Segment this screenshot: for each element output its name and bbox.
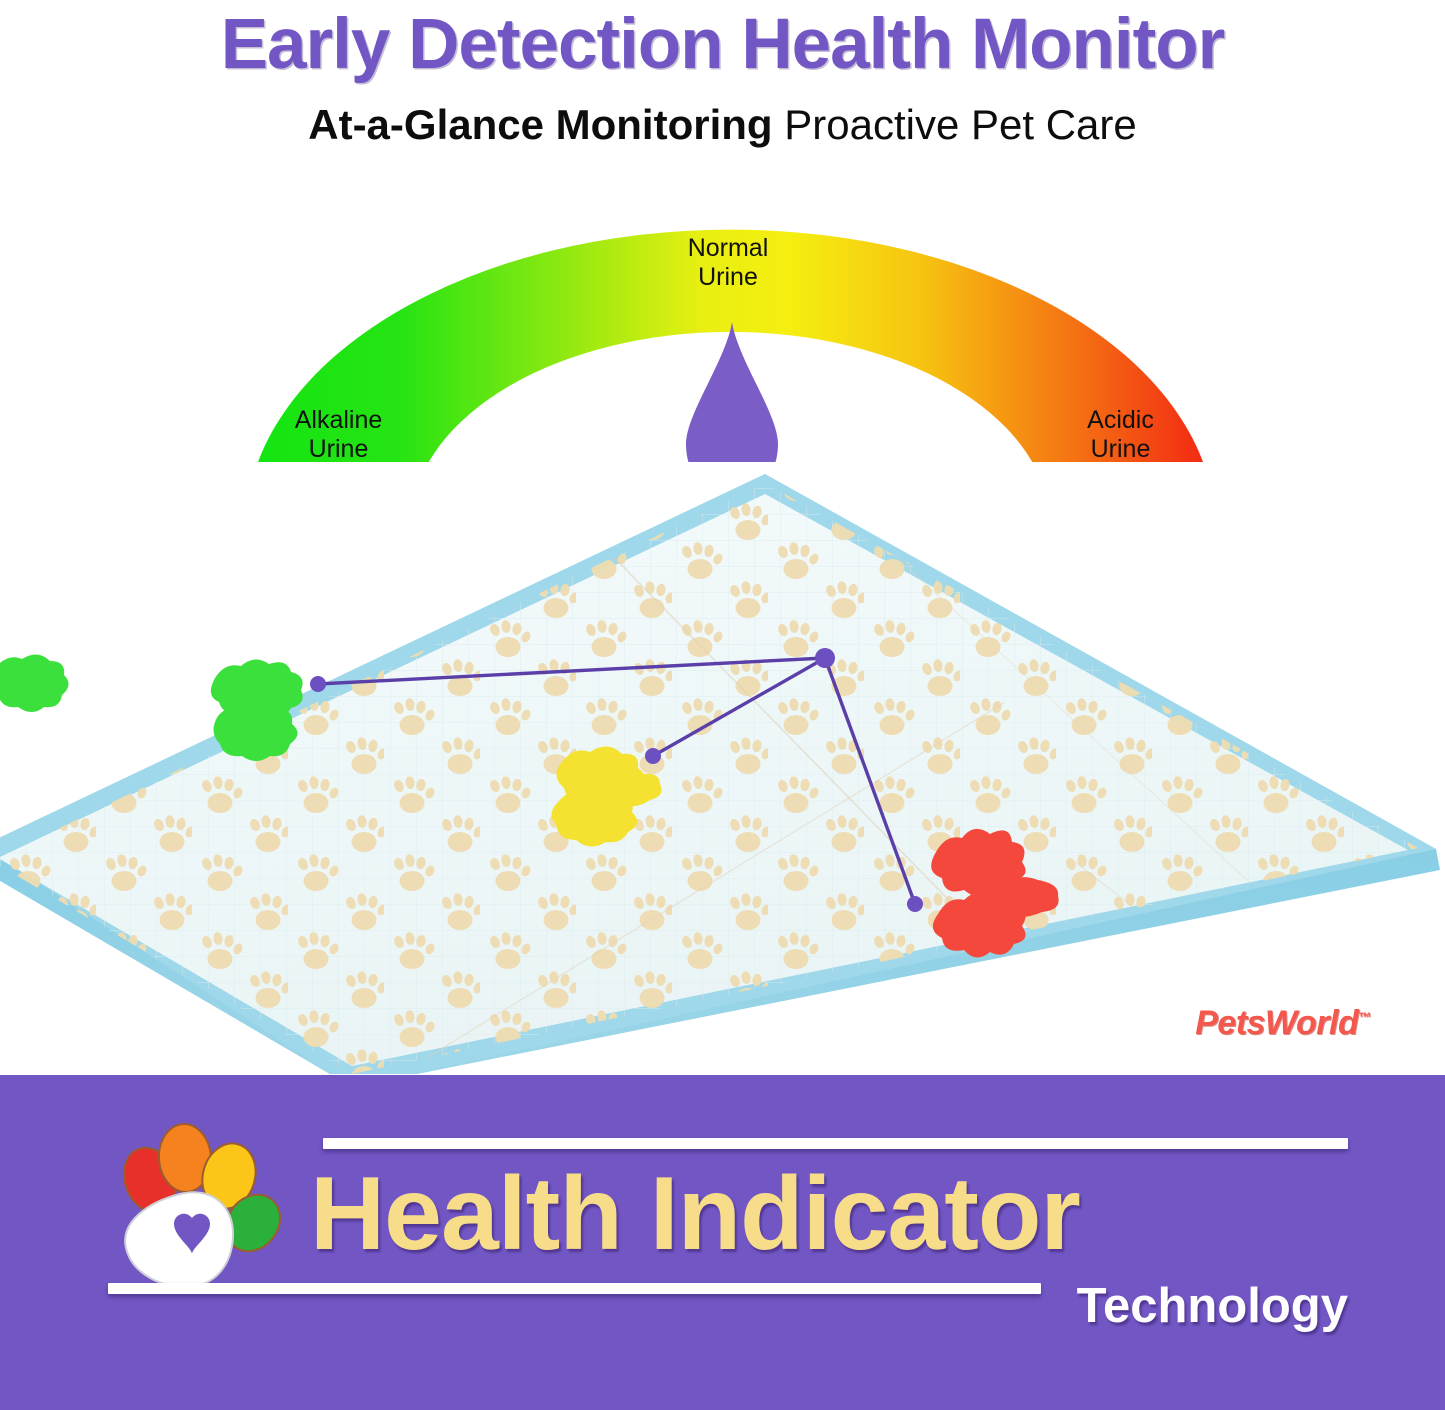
- indicator-splotch-acidic: [931, 828, 1059, 958]
- connector-dot-hub: [815, 648, 835, 668]
- gauge-label-alkaline: Alkaline Urine: [246, 406, 431, 464]
- gauge-label-normal-line1: Normal: [687, 234, 769, 262]
- indicator-connector-dots: [310, 648, 923, 912]
- paw-heart-logo: [108, 1118, 308, 1308]
- paw-toe-green: [224, 1193, 282, 1253]
- petsworld-logo-text: PetsWorld™: [1195, 1003, 1371, 1042]
- indicator-splotch-normal: [551, 746, 662, 847]
- ph-gauge: Normal Urine Alkaline Urine Acidic Urine: [228, 206, 1233, 521]
- pad-paw-print-pattern: [0, 483, 1418, 1074]
- connector-line-normal: [652, 656, 826, 758]
- connector-line-alkaline: [317, 656, 826, 686]
- banner-rule-bottom: [108, 1283, 1041, 1294]
- connector-dot-acidic: [907, 896, 923, 912]
- banner-subtitle: Technology: [1076, 1279, 1348, 1333]
- gauge-label-alkaline-line1: Alkaline: [294, 406, 383, 434]
- banner-rule-top: [323, 1138, 1348, 1149]
- gauge-label-acidic: Acidic Urine: [1028, 406, 1213, 464]
- paw-heart-icon: [174, 1213, 210, 1254]
- indicator-connectors: [317, 656, 917, 905]
- petsworld-logo: PetsWorld™: [1154, 994, 1412, 1052]
- gauge-label-acidic-line1: Acidic: [1087, 406, 1154, 434]
- page-title: Early Detection Health Monitor: [220, 5, 1226, 84]
- pad-face: [0, 483, 1418, 1074]
- subtitle-regular-part: Proactive Pet Care: [772, 101, 1137, 148]
- gauge-arc-group: [246, 229, 1215, 516]
- gauge-arc: [246, 229, 1215, 516]
- gauge-label-acidic-line2: Urine: [1090, 435, 1151, 463]
- gauge-label-alkaline-line2: Urine: [308, 435, 369, 463]
- connector-dot-alkaline: [310, 676, 326, 692]
- banner-title: Health Indicator: [310, 1156, 1081, 1272]
- indicator-splotch-alkaline: [0, 654, 303, 761]
- trademark-symbol: ™: [1358, 1009, 1371, 1025]
- gauge-label-normal: Normal Urine: [603, 234, 853, 292]
- gauge-label-normal-line2: Urine: [698, 263, 758, 291]
- connector-dot-normal: [645, 748, 661, 764]
- subtitle-bold-part: At-a-Glance Monitoring: [308, 101, 773, 148]
- page-subtitle: At-a-Glance Monitoring Proactive Pet Car…: [0, 101, 1445, 149]
- gauge-pointer-teardrop: [686, 322, 778, 498]
- product-photo: [0, 462, 1445, 1074]
- connector-line-acidic: [823, 657, 917, 905]
